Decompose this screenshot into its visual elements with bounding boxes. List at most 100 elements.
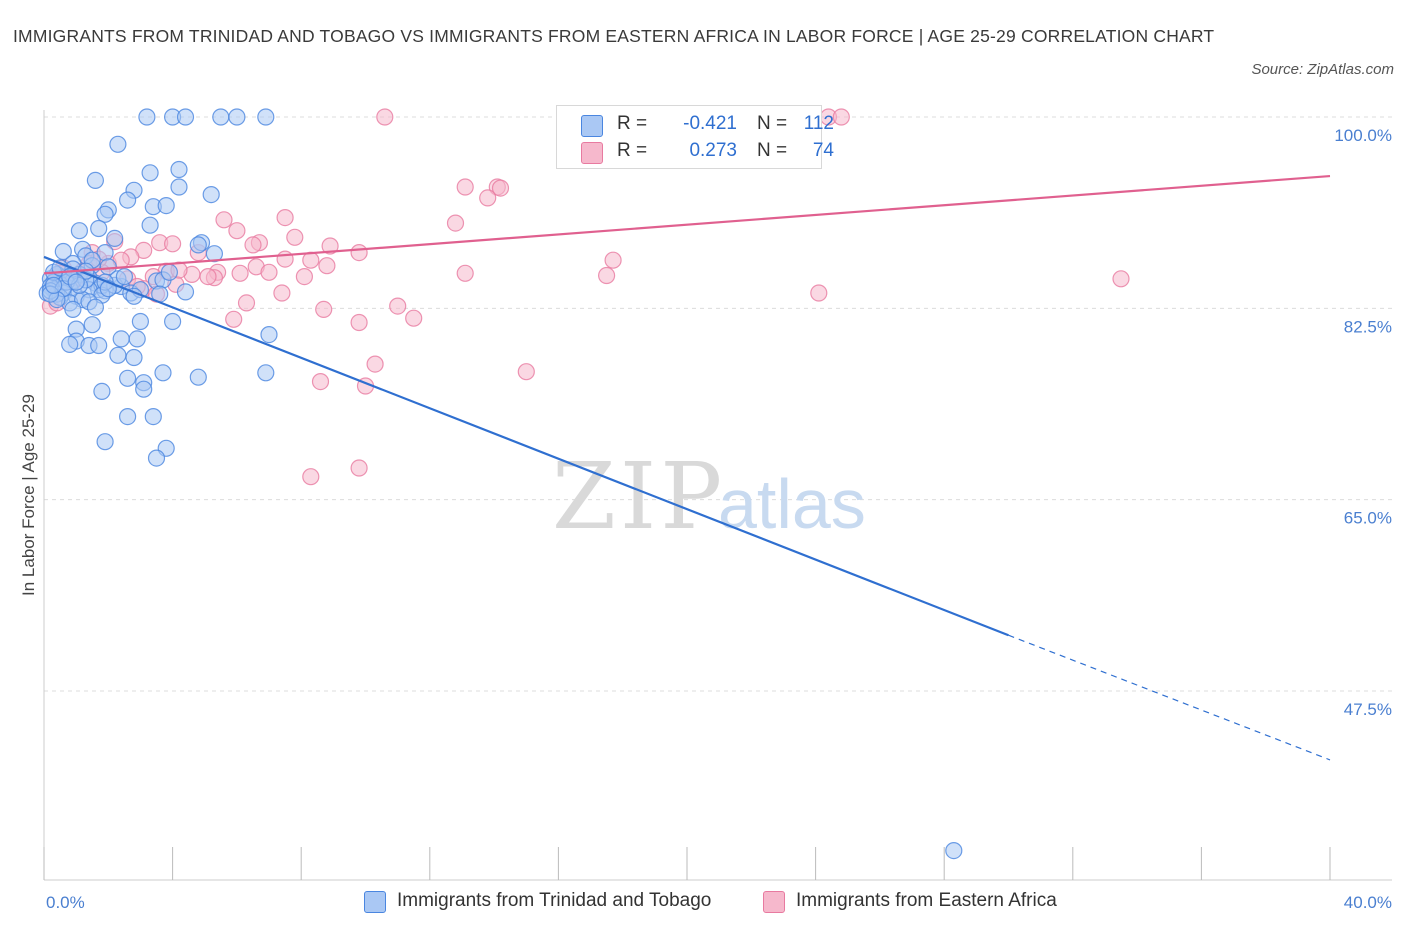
legend-n-value: 74 (812, 140, 834, 161)
data-point (141, 216, 159, 234)
data-point (810, 284, 828, 302)
data-point (118, 369, 137, 387)
data-point (276, 209, 294, 227)
legend-n-value: 112 (803, 113, 834, 134)
data-point (260, 326, 278, 344)
data-point (315, 300, 333, 318)
data-point (144, 408, 162, 426)
trend-line-extension-trinidad (1008, 634, 1331, 761)
data-point (350, 459, 368, 477)
data-point (517, 363, 535, 381)
data-point (604, 251, 622, 269)
legend-r-label: R = (617, 113, 648, 134)
data-point (237, 294, 256, 312)
source-label: Source: ZipAtlas.com (1251, 61, 1394, 78)
data-point (147, 449, 166, 467)
data-point (138, 108, 156, 126)
data-point (225, 310, 243, 328)
data-point (70, 222, 89, 240)
data-point (318, 257, 336, 275)
data-point (205, 245, 223, 263)
data-point (112, 330, 130, 348)
trend-line-trinidad (43, 255, 1009, 637)
series-points-trinidad (38, 108, 963, 860)
data-point (106, 229, 124, 247)
data-point (118, 408, 137, 426)
data-point (597, 266, 616, 285)
data-point (83, 316, 101, 334)
y-tick-label: 65.0% (1344, 509, 1392, 528)
data-point (321, 237, 339, 255)
series-label-eastern-africa: Immigrants from Eastern Africa (796, 890, 1057, 911)
data-point (64, 300, 82, 318)
data-point (257, 108, 275, 126)
data-point (456, 264, 474, 282)
data-point (96, 433, 114, 451)
data-point (109, 135, 127, 153)
data-point (257, 364, 275, 382)
data-point (141, 164, 159, 182)
trend-line-eastern-africa (43, 174, 1331, 275)
y-tick-label: 47.5% (1344, 700, 1392, 719)
data-point (170, 160, 188, 179)
data-point (115, 268, 134, 286)
watermark-atlas: atlas (718, 465, 866, 543)
x-tick-label: 40.0% (1344, 893, 1392, 912)
correlation-legend: R = -0.421 N = 112 R = 0.273 N = 74 (556, 105, 834, 169)
data-point (96, 205, 114, 223)
series-legend: Immigrants from Trinidad and Tobago Immi… (0, 888, 1406, 918)
data-point (90, 336, 108, 355)
data-point (228, 108, 246, 126)
data-point (276, 250, 294, 268)
chart-title: IMMIGRANTS FROM TRINIDAD AND TOBAGO VS I… (13, 26, 1215, 46)
data-point (67, 273, 85, 291)
data-point (376, 108, 394, 126)
data-point (212, 108, 230, 126)
data-point (164, 235, 182, 253)
watermark: ZIP atlas (552, 443, 866, 550)
data-point (945, 841, 963, 860)
legend-r-value: 0.273 (689, 140, 737, 161)
data-point (86, 298, 105, 316)
data-point (228, 222, 246, 240)
legend-r-label: R = (617, 140, 648, 161)
data-point (405, 309, 423, 327)
data-point (109, 346, 127, 364)
y-tick-labels: 100.0% 82.5% 65.0% 47.5% (1334, 126, 1392, 719)
data-point (54, 242, 72, 261)
data-points (38, 108, 1130, 860)
data-point (160, 263, 178, 281)
data-point (302, 468, 320, 486)
data-point (118, 191, 137, 209)
data-point (176, 108, 195, 126)
data-point (311, 373, 330, 391)
trend-lines (43, 174, 1331, 761)
data-point (131, 312, 149, 331)
data-point (295, 268, 313, 286)
legend-swatch-trinidad (581, 115, 603, 137)
data-point (176, 283, 195, 301)
data-point (170, 178, 188, 196)
data-point (199, 268, 217, 286)
data-point (260, 263, 278, 281)
grid-lines (44, 116, 1392, 692)
legend-r-value: -0.421 (683, 113, 737, 134)
legend-n-label: N = (757, 140, 788, 161)
data-point (215, 211, 233, 229)
data-point (90, 219, 108, 238)
axes (43, 110, 1392, 881)
x-tick-label: 0.0% (46, 893, 85, 912)
data-point (128, 330, 146, 348)
data-point (189, 368, 207, 386)
data-point (479, 189, 497, 207)
data-point (491, 179, 510, 197)
data-point (389, 297, 407, 315)
watermark-zip: ZIP (552, 443, 726, 550)
y-tick-label: 82.5% (1344, 317, 1392, 336)
series-swatch-eastern-africa (763, 891, 785, 913)
data-point (93, 382, 111, 400)
y-axis-label: In Labor Force | Age 25-29 (19, 394, 38, 596)
legend-swatch-eastern-africa (581, 142, 603, 164)
data-point (125, 348, 143, 367)
